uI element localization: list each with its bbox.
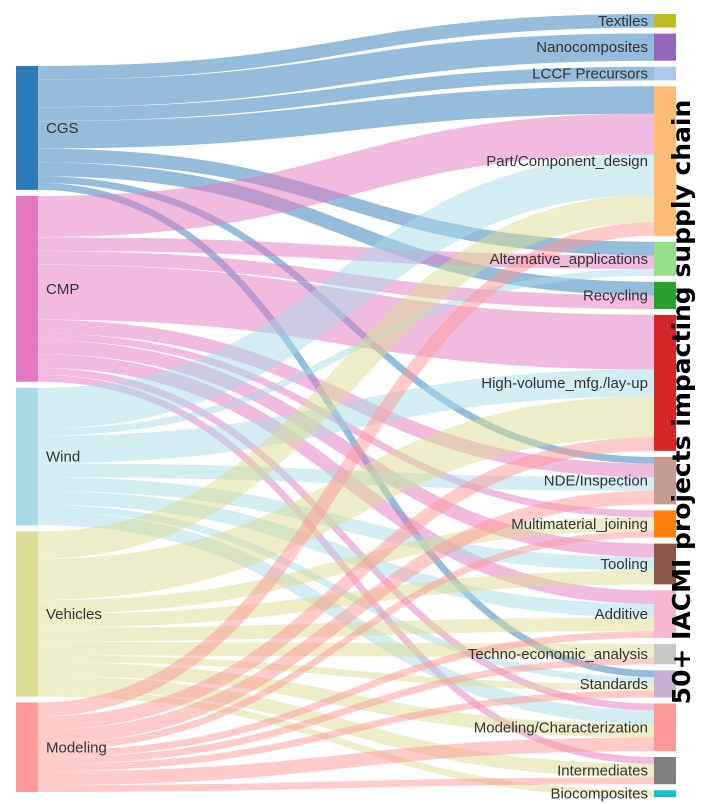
target-label-alternative-applications: Alternative_applications [490,251,648,268]
labels-layer: CGS CMP Wind Vehicles Modeling Textiles Nanoco… [46,13,648,803]
link-wind-to-part-component-design[interactable] [37,154,655,429]
source-label-cgs: CGS [46,120,79,137]
link-cmp-to-tooling[interactable] [37,340,655,558]
target-node-recycling[interactable] [654,281,676,309]
target-label-nanocomposites: Nanocomposites [536,39,648,56]
nodes-layer [16,14,676,797]
source-node-cgs[interactable] [16,66,38,190]
target-node-tooling[interactable] [654,543,676,585]
link-vehicles-to-tooling[interactable] [37,570,655,628]
target-label-biocomposites: Biocomposites [550,786,648,803]
link-cgs-to-nanocomposites[interactable] [37,33,655,108]
source-node-vehicles[interactable] [16,531,38,697]
link-modeling-to-high-volume-mfg-lay-up[interactable] [37,437,655,731]
source-node-wind[interactable] [16,387,38,526]
target-node-additive[interactable] [654,590,676,638]
link-modeling-to-standards[interactable] [37,690,655,772]
link-modeling-to-intermediates[interactable] [37,777,655,792]
link-vehicles-to-additive[interactable] [37,617,655,642]
link-modeling-to-nde-inspection[interactable] [37,490,655,744]
target-label-techno-economic-analysis: Techno-economic_analysis [468,646,648,663]
link-modeling-to-techno-economic-analysis[interactable] [37,657,655,765]
target-label-multimaterial-joining: Multimaterial_joining [511,516,648,533]
link-modeling-to-part-component-design[interactable] [37,222,655,717]
link-vehicles-to-standards[interactable] [37,655,655,691]
link-modeling-to-multimaterial-joining[interactable] [37,530,655,751]
target-node-multimaterial-joining[interactable] [654,510,676,538]
link-wind-to-alternative-applications[interactable] [37,268,655,436]
target-label-high-volume-mfg-lay-up: High-volume_mfg./lay-up [481,375,648,392]
link-vehicles-to-multimaterial-joining[interactable] [37,517,655,614]
link-wind-to-high-volume-mfg-lay-up[interactable] [37,369,655,464]
target-label-lccf-precursors: LCCF Precursors [532,66,648,83]
target-node-alternative-applications[interactable] [654,241,676,276]
target-node-nanocomposites[interactable] [654,33,676,61]
link-vehicles-to-high-volume-mfg-lay-up[interactable] [37,396,655,601]
target-node-textiles[interactable] [654,14,676,28]
link-vehicles-to-modeling-characterization[interactable] [37,662,655,738]
target-label-standards: Standards [580,676,648,693]
target-label-additive: Additive [595,606,648,623]
target-label-tooling: Tooling [600,556,648,573]
link-cgs-to-textiles[interactable] [37,13,655,80]
link-wind-to-tooling[interactable] [37,477,655,571]
link-cgs-to-lccf-precursors[interactable] [37,66,655,122]
target-label-nde-inspection: NDE/Inspection [544,473,648,490]
target-node-part-component-design[interactable] [654,86,676,236]
target-node-techno-economic-analysis[interactable] [654,643,676,665]
source-node-cmp[interactable] [16,195,38,382]
target-label-recycling: Recycling [583,287,648,304]
target-label-textiles: Textiles [598,13,648,30]
source-label-wind: Wind [46,449,80,466]
link-cgs-to-part-component-design[interactable] [37,86,655,149]
link-vehicles-to-techno-economic-analysis[interactable] [37,641,655,658]
target-node-standards[interactable] [654,670,676,698]
link-vehicles-to-biocomposites[interactable] [37,689,655,798]
links-layer [37,13,655,798]
source-label-modeling: Modeling [46,739,107,756]
target-node-lccf-precursors[interactable] [654,66,676,81]
target-node-nde-inspection[interactable] [654,456,676,505]
target-node-biocomposites[interactable] [654,790,676,797]
target-label-modeling-characterization: Modeling/Characterization [474,719,648,736]
link-cmp-to-part-component-design[interactable] [37,113,655,238]
target-label-intermediates: Intermediates [557,763,648,780]
source-label-vehicles: Vehicles [46,606,102,623]
link-modeling-to-modeling-characterization[interactable] [37,737,655,786]
side-title: 50+ IACMI projects impacting supply chai… [667,99,696,705]
source-node-modeling[interactable] [16,702,38,792]
link-wind-to-additive[interactable] [37,490,655,618]
target-node-intermediates[interactable] [654,757,676,785]
target-node-modeling-characterization[interactable] [654,703,676,752]
target-node-high-volume-mfg-lay-up[interactable] [654,314,676,451]
source-label-cmp: CMP [46,281,79,298]
target-label-part-component-design: Part/Component_design [486,153,648,170]
link-vehicles-to-part-component-design[interactable] [37,194,655,559]
link-modeling-to-additive[interactable] [37,631,655,758]
link-cgs-to-alternative-applications[interactable] [37,148,655,256]
